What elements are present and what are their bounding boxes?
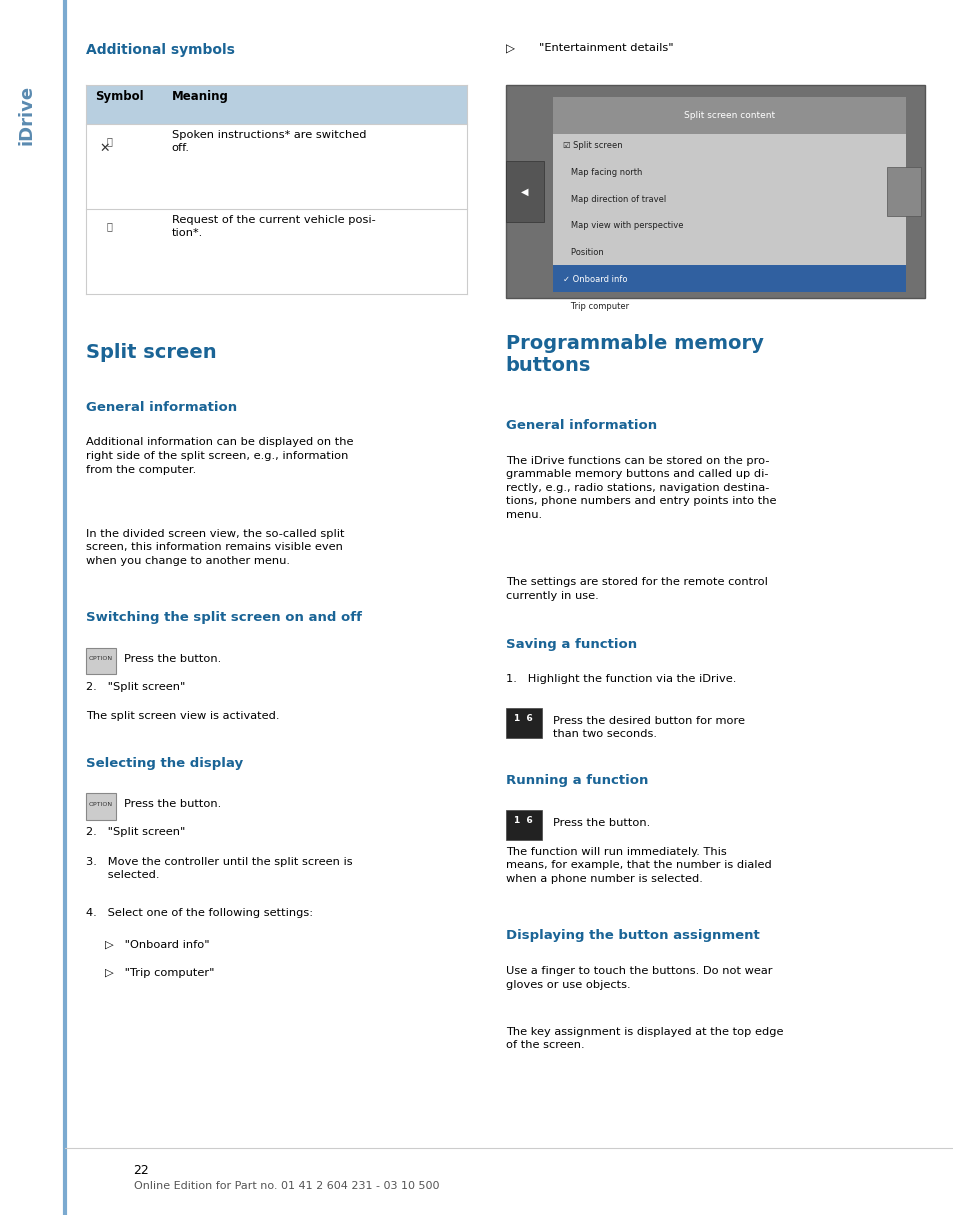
- Bar: [553, 97, 905, 286]
- Text: 1.   Highlight the function via the iDrive.: 1. Highlight the function via the iDrive…: [505, 674, 735, 684]
- Text: Selecting the display: Selecting the display: [86, 757, 243, 770]
- Text: The settings are stored for the remote control
currently in use.: The settings are stored for the remote c…: [505, 577, 767, 600]
- Text: The split screen view is activated.: The split screen view is activated.: [86, 711, 279, 720]
- Text: Split screen: Split screen: [86, 343, 216, 362]
- Text: General information: General information: [505, 419, 656, 433]
- Text: 1  6: 1 6: [514, 713, 533, 723]
- Bar: [86, 85, 467, 124]
- Text: Press the desired button for more
than two seconds.: Press the desired button for more than t…: [553, 716, 744, 739]
- Text: Programmable memory
buttons: Programmable memory buttons: [505, 334, 762, 375]
- Bar: [505, 810, 541, 840]
- Bar: [553, 265, 905, 292]
- Text: 2.   "Split screen": 2. "Split screen": [86, 682, 185, 691]
- Bar: [0, 0, 52, 1215]
- Text: The function will run immediately. This
means, for example, that the number is d: The function will run immediately. This …: [505, 847, 771, 885]
- Text: 3.   Move the controller until the split screen is
      selected.: 3. Move the controller until the split s…: [86, 857, 352, 880]
- Text: ☑ Split screen: ☑ Split screen: [562, 141, 622, 151]
- Text: Position: Position: [562, 248, 603, 258]
- Text: 1  6: 1 6: [514, 815, 533, 825]
- Text: Saving a function: Saving a function: [505, 638, 636, 651]
- Text: Map direction of travel: Map direction of travel: [562, 194, 665, 204]
- Text: Meaning: Meaning: [172, 90, 229, 103]
- Text: Press the button.: Press the button.: [553, 818, 650, 827]
- Text: Spoken instructions* are switched
off.: Spoken instructions* are switched off.: [172, 130, 366, 153]
- Text: The key assignment is displayed at the top edge
of the screen.: The key assignment is displayed at the t…: [505, 1027, 782, 1050]
- Text: The iDrive functions can be stored on the pro-
grammable memory buttons and call: The iDrive functions can be stored on th…: [505, 456, 776, 520]
- Text: Running a function: Running a function: [505, 774, 647, 787]
- Text: Use a finger to touch the buttons. Do not wear
gloves or use objects.: Use a finger to touch the buttons. Do no…: [505, 966, 771, 989]
- Text: Symbol: Symbol: [95, 90, 144, 103]
- Text: 🚗: 🚗: [107, 221, 112, 231]
- Text: Switching the split screen on and off: Switching the split screen on and off: [86, 611, 361, 625]
- Text: Trip computer: Trip computer: [562, 301, 628, 311]
- Text: Map facing north: Map facing north: [562, 168, 641, 177]
- Text: In the divided screen view, the so-called split
screen, this information remains: In the divided screen view, the so-calle…: [86, 529, 344, 566]
- Text: ▷   "Trip computer": ▷ "Trip computer": [105, 968, 214, 978]
- Text: ▷   "Onboard info": ▷ "Onboard info": [105, 939, 210, 949]
- Text: Additional information can be displayed on the
right side of the split screen, e: Additional information can be displayed …: [86, 437, 353, 475]
- Text: "Entertainment details": "Entertainment details": [538, 43, 673, 52]
- Text: ▷: ▷: [505, 43, 514, 56]
- Text: Additional symbols: Additional symbols: [86, 43, 234, 57]
- Text: OPTION: OPTION: [89, 802, 113, 807]
- Text: General information: General information: [86, 401, 236, 414]
- Text: iDrive: iDrive: [18, 85, 35, 145]
- Bar: [505, 85, 924, 298]
- Text: Online Edition for Part no. 01 41 2 604 231 - 03 10 500: Online Edition for Part no. 01 41 2 604 …: [133, 1181, 438, 1191]
- Bar: [86, 793, 116, 820]
- Text: Map view with perspective: Map view with perspective: [562, 221, 682, 231]
- Text: Split screen content: Split screen content: [683, 111, 775, 120]
- Bar: [86, 648, 116, 674]
- Bar: [886, 168, 920, 216]
- Text: ✓ Onboard info: ✓ Onboard info: [562, 275, 627, 284]
- Text: Displaying the button assignment: Displaying the button assignment: [505, 929, 759, 943]
- Text: ✕: ✕: [99, 142, 111, 156]
- Text: OPTION: OPTION: [89, 656, 113, 661]
- Text: Request of the current vehicle posi-
tion*.: Request of the current vehicle posi- tio…: [172, 215, 375, 238]
- Bar: [553, 97, 905, 134]
- Text: ◀: ◀: [520, 186, 528, 197]
- Text: 4.   Select one of the following settings:: 4. Select one of the following settings:: [86, 908, 313, 917]
- Bar: [505, 162, 543, 222]
- Bar: [505, 708, 541, 738]
- Text: Press the button.: Press the button.: [124, 654, 221, 663]
- Text: 22: 22: [133, 1164, 150, 1177]
- Text: 2.   "Split screen": 2. "Split screen": [86, 827, 185, 837]
- Text: 🎤: 🎤: [107, 136, 112, 146]
- Text: Press the button.: Press the button.: [124, 799, 221, 809]
